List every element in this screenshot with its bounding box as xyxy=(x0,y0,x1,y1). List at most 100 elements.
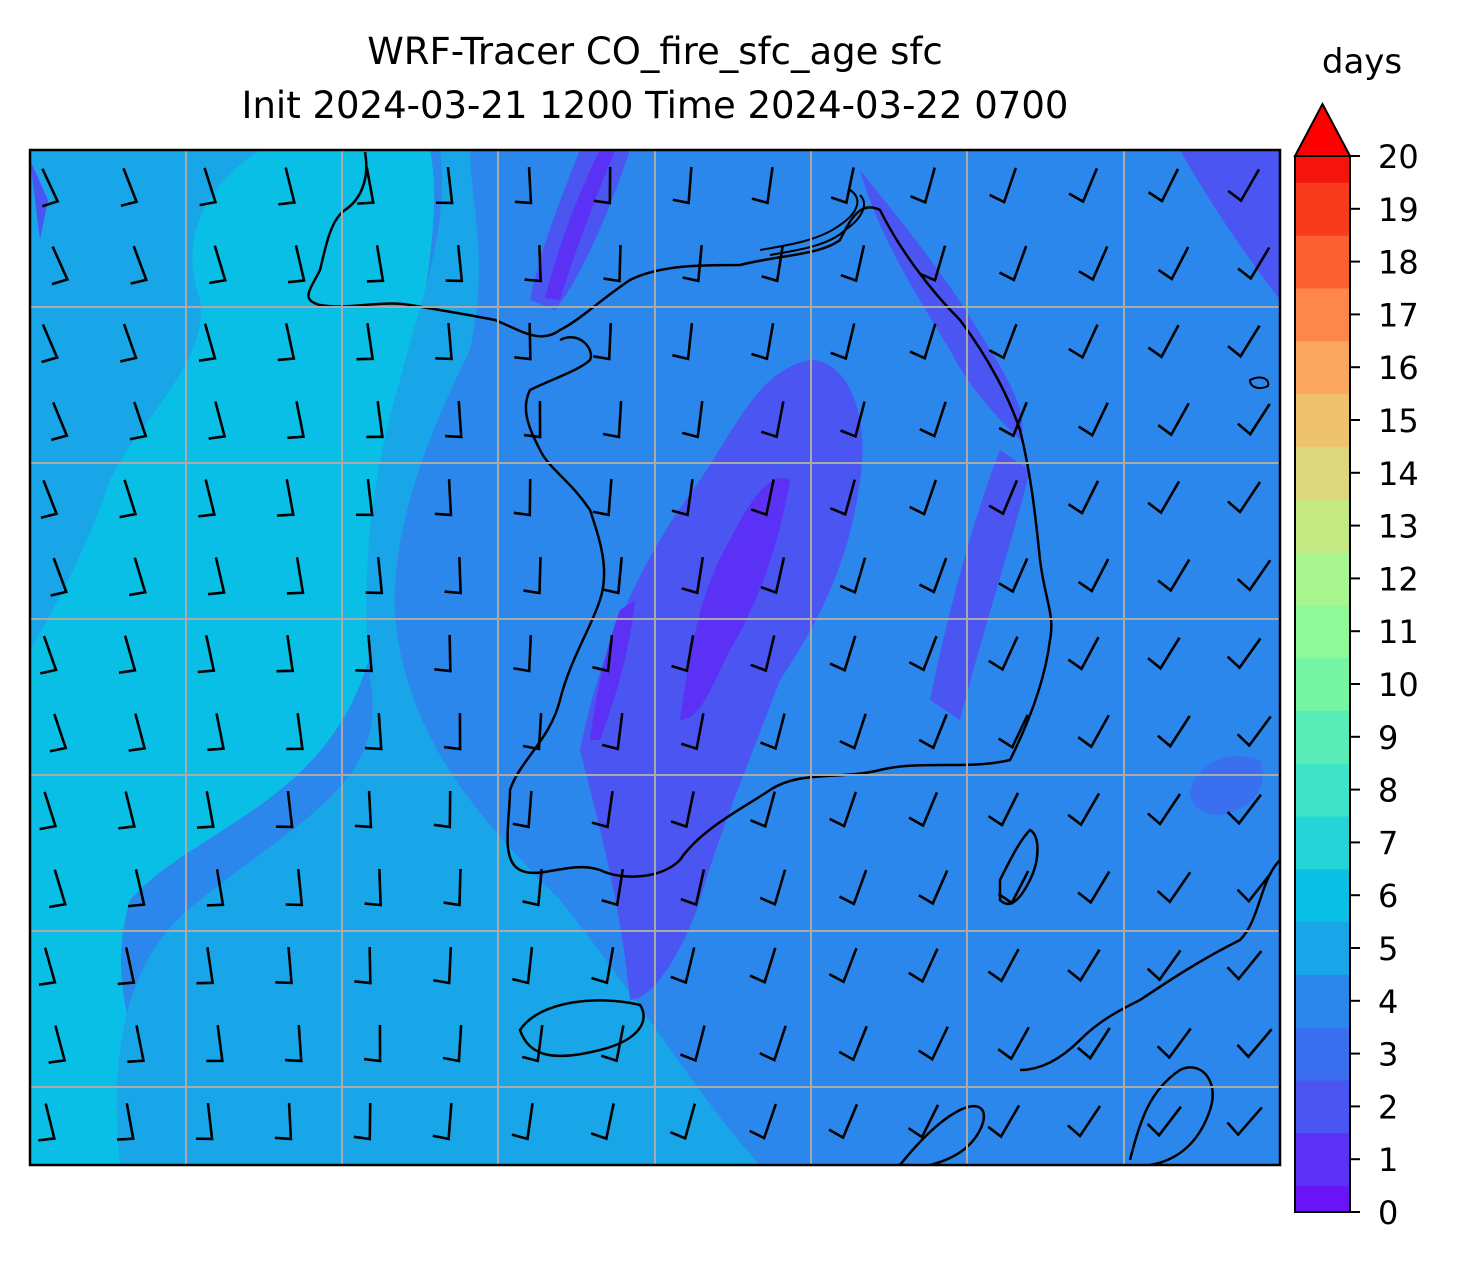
colorbar-segment xyxy=(1295,736,1350,764)
wind-barb xyxy=(838,1025,868,1062)
wind-barb xyxy=(512,790,533,829)
wind-barb xyxy=(829,635,857,672)
wind-barb xyxy=(435,322,453,361)
wind-barb xyxy=(1226,950,1263,981)
wind-barb xyxy=(908,948,939,984)
contour-region-1-2-central xyxy=(680,478,790,720)
colorbar-segment xyxy=(1295,816,1350,843)
wind-barb xyxy=(129,401,148,441)
wind-barb xyxy=(208,401,227,440)
wind-barb xyxy=(1237,403,1271,437)
colorbar-tick-label: 8 xyxy=(1378,772,1398,810)
wind-barb xyxy=(433,790,452,829)
wind-barb xyxy=(680,1025,706,1063)
wind-barb xyxy=(593,322,613,361)
wind-barb xyxy=(443,868,462,907)
wind-barb xyxy=(39,635,58,675)
wind-barb xyxy=(286,712,304,751)
wind-barb xyxy=(511,1102,534,1141)
wind-barb xyxy=(129,557,147,597)
wind-barb xyxy=(988,323,1018,360)
wind-barb xyxy=(117,947,136,986)
wind-barb xyxy=(761,245,785,283)
colorbar-segment xyxy=(1295,974,1350,1002)
colorbar-segment xyxy=(1295,710,1350,738)
wind-barb xyxy=(128,713,147,752)
wind-barb xyxy=(1146,949,1182,982)
wind-barb xyxy=(443,712,462,751)
colorbar-segment xyxy=(1295,525,1350,553)
wind-barb xyxy=(1068,167,1099,204)
colorbar-tick-label: 9 xyxy=(1378,719,1398,757)
wind-barb xyxy=(997,870,1030,905)
colorbar-segment xyxy=(1295,182,1350,210)
wind-barb xyxy=(356,323,375,361)
colorbar-segment xyxy=(1295,921,1350,949)
wind-barb xyxy=(1227,168,1261,203)
wind-barb xyxy=(207,557,226,596)
wind-barb xyxy=(1077,714,1110,749)
colorbar-segment xyxy=(1295,235,1350,263)
wind-barb xyxy=(365,712,383,751)
wind-barb xyxy=(1067,949,1101,983)
wind-barb xyxy=(918,557,948,594)
wind-barb xyxy=(600,1025,625,1063)
wind-barb xyxy=(196,947,215,985)
wind-barb xyxy=(285,868,304,907)
wind-barb xyxy=(681,400,704,439)
wind-barb xyxy=(119,323,138,363)
colorbar-segment xyxy=(1295,1106,1350,1134)
wind-barb xyxy=(1146,793,1182,826)
colorbar-tick-label: 13 xyxy=(1378,508,1419,546)
wind-barb xyxy=(433,946,453,985)
colorbar-tick-label: 4 xyxy=(1378,983,1398,1021)
colorbar-segment xyxy=(1295,1185,1350,1213)
wind-barb xyxy=(987,792,1020,828)
wind-barbs xyxy=(38,166,1273,1142)
wind-barb xyxy=(1067,636,1100,671)
colorbar-segment xyxy=(1295,842,1350,870)
wind-barb xyxy=(1147,168,1180,204)
contour-region-1-2-north xyxy=(545,150,615,300)
colorbar-tick-label: 12 xyxy=(1378,560,1419,598)
wind-barb xyxy=(839,557,867,595)
colorbar-tick-label: 6 xyxy=(1378,877,1398,915)
wind-barb xyxy=(918,869,949,906)
wind-barb xyxy=(1077,558,1110,593)
wind-barb xyxy=(39,791,58,831)
contour-region-4-5-nw xyxy=(30,150,260,650)
wind-barb xyxy=(1157,558,1191,593)
colorbar-segment xyxy=(1295,1053,1350,1081)
wind-barb xyxy=(909,167,937,205)
wind-barb xyxy=(48,1025,67,1064)
colorbar-segment xyxy=(1295,340,1350,368)
wind-barb xyxy=(1066,1105,1102,1138)
wind-barb xyxy=(365,556,384,595)
wind-barb xyxy=(287,401,306,440)
wind-barb xyxy=(277,479,295,517)
colorbar-segment xyxy=(1295,261,1350,289)
contour-region-2-3-west xyxy=(30,160,48,240)
wind-barb xyxy=(195,1102,214,1141)
colorbar-tick-label: 19 xyxy=(1378,191,1419,229)
colorbar-segment xyxy=(1295,789,1350,817)
wind-barb xyxy=(1226,1106,1263,1137)
colorbar-segment xyxy=(1295,367,1350,395)
wind-barb xyxy=(760,557,786,595)
colorbar-segment xyxy=(1295,657,1350,685)
wind-barb xyxy=(445,400,463,439)
colorbar-segment xyxy=(1295,1159,1350,1187)
wind-barb xyxy=(908,635,938,672)
wind-barb xyxy=(998,557,1029,594)
wind-barb xyxy=(828,1103,859,1140)
wind-barb xyxy=(512,946,534,985)
colorbar-tick-label: 15 xyxy=(1378,402,1419,440)
wind-barb xyxy=(277,323,296,362)
wind-barb xyxy=(669,1103,697,1141)
wind-barb xyxy=(592,634,614,673)
wind-barb xyxy=(750,479,775,517)
wind-barb xyxy=(442,1024,463,1063)
wind-barb xyxy=(514,322,532,361)
